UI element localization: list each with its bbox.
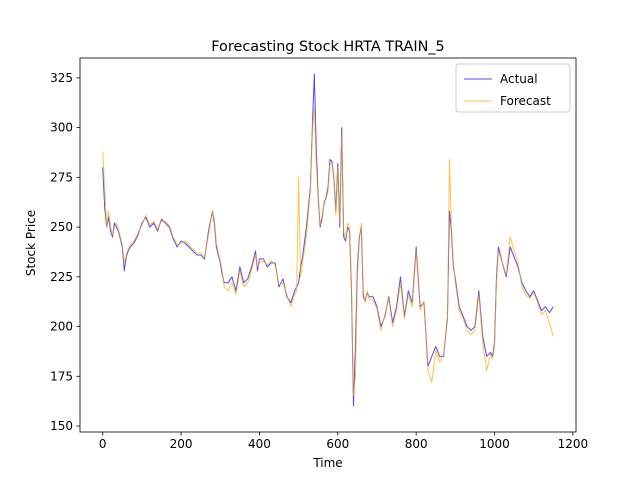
y-tick-label: 150 bbox=[50, 419, 73, 433]
x-tick-label: 800 bbox=[405, 437, 428, 451]
y-tick-label: 175 bbox=[50, 369, 73, 383]
y-tick-label: 300 bbox=[50, 121, 73, 135]
x-tick-label: 1000 bbox=[479, 437, 510, 451]
y-tick-label: 325 bbox=[50, 71, 73, 85]
axes: 0 200 400 600 800 1000 1200 150 175 200 225 250 275 3… bbox=[50, 57, 589, 451]
x-tick-label: 0 bbox=[99, 437, 107, 451]
y-tick-label: 200 bbox=[50, 320, 73, 334]
plot-area bbox=[102, 73, 554, 407]
y-tick-label: 250 bbox=[50, 220, 73, 234]
y-tick-label: 275 bbox=[50, 170, 73, 184]
x-tick-label: 1200 bbox=[558, 437, 589, 451]
series-line-forecast bbox=[102, 107, 554, 397]
legend: Actual Forecast bbox=[455, 63, 571, 113]
legend-label-actual: Actual bbox=[500, 72, 538, 86]
x-tick-label: 600 bbox=[326, 437, 349, 451]
legend-box bbox=[455, 63, 571, 113]
x-tick-label: 400 bbox=[248, 437, 271, 451]
chart-title: Forecasting Stock HRTA TRAIN_5 bbox=[211, 39, 444, 55]
series-line-actual bbox=[102, 73, 554, 407]
x-axis-label: Time bbox=[312, 456, 342, 470]
y-axis-label: Stock Price bbox=[24, 210, 38, 276]
legend-label-forecast: Forecast bbox=[500, 94, 551, 108]
x-tick-label: 200 bbox=[170, 437, 193, 451]
y-tick-label: 225 bbox=[50, 270, 73, 284]
axes-frame bbox=[79, 57, 577, 433]
